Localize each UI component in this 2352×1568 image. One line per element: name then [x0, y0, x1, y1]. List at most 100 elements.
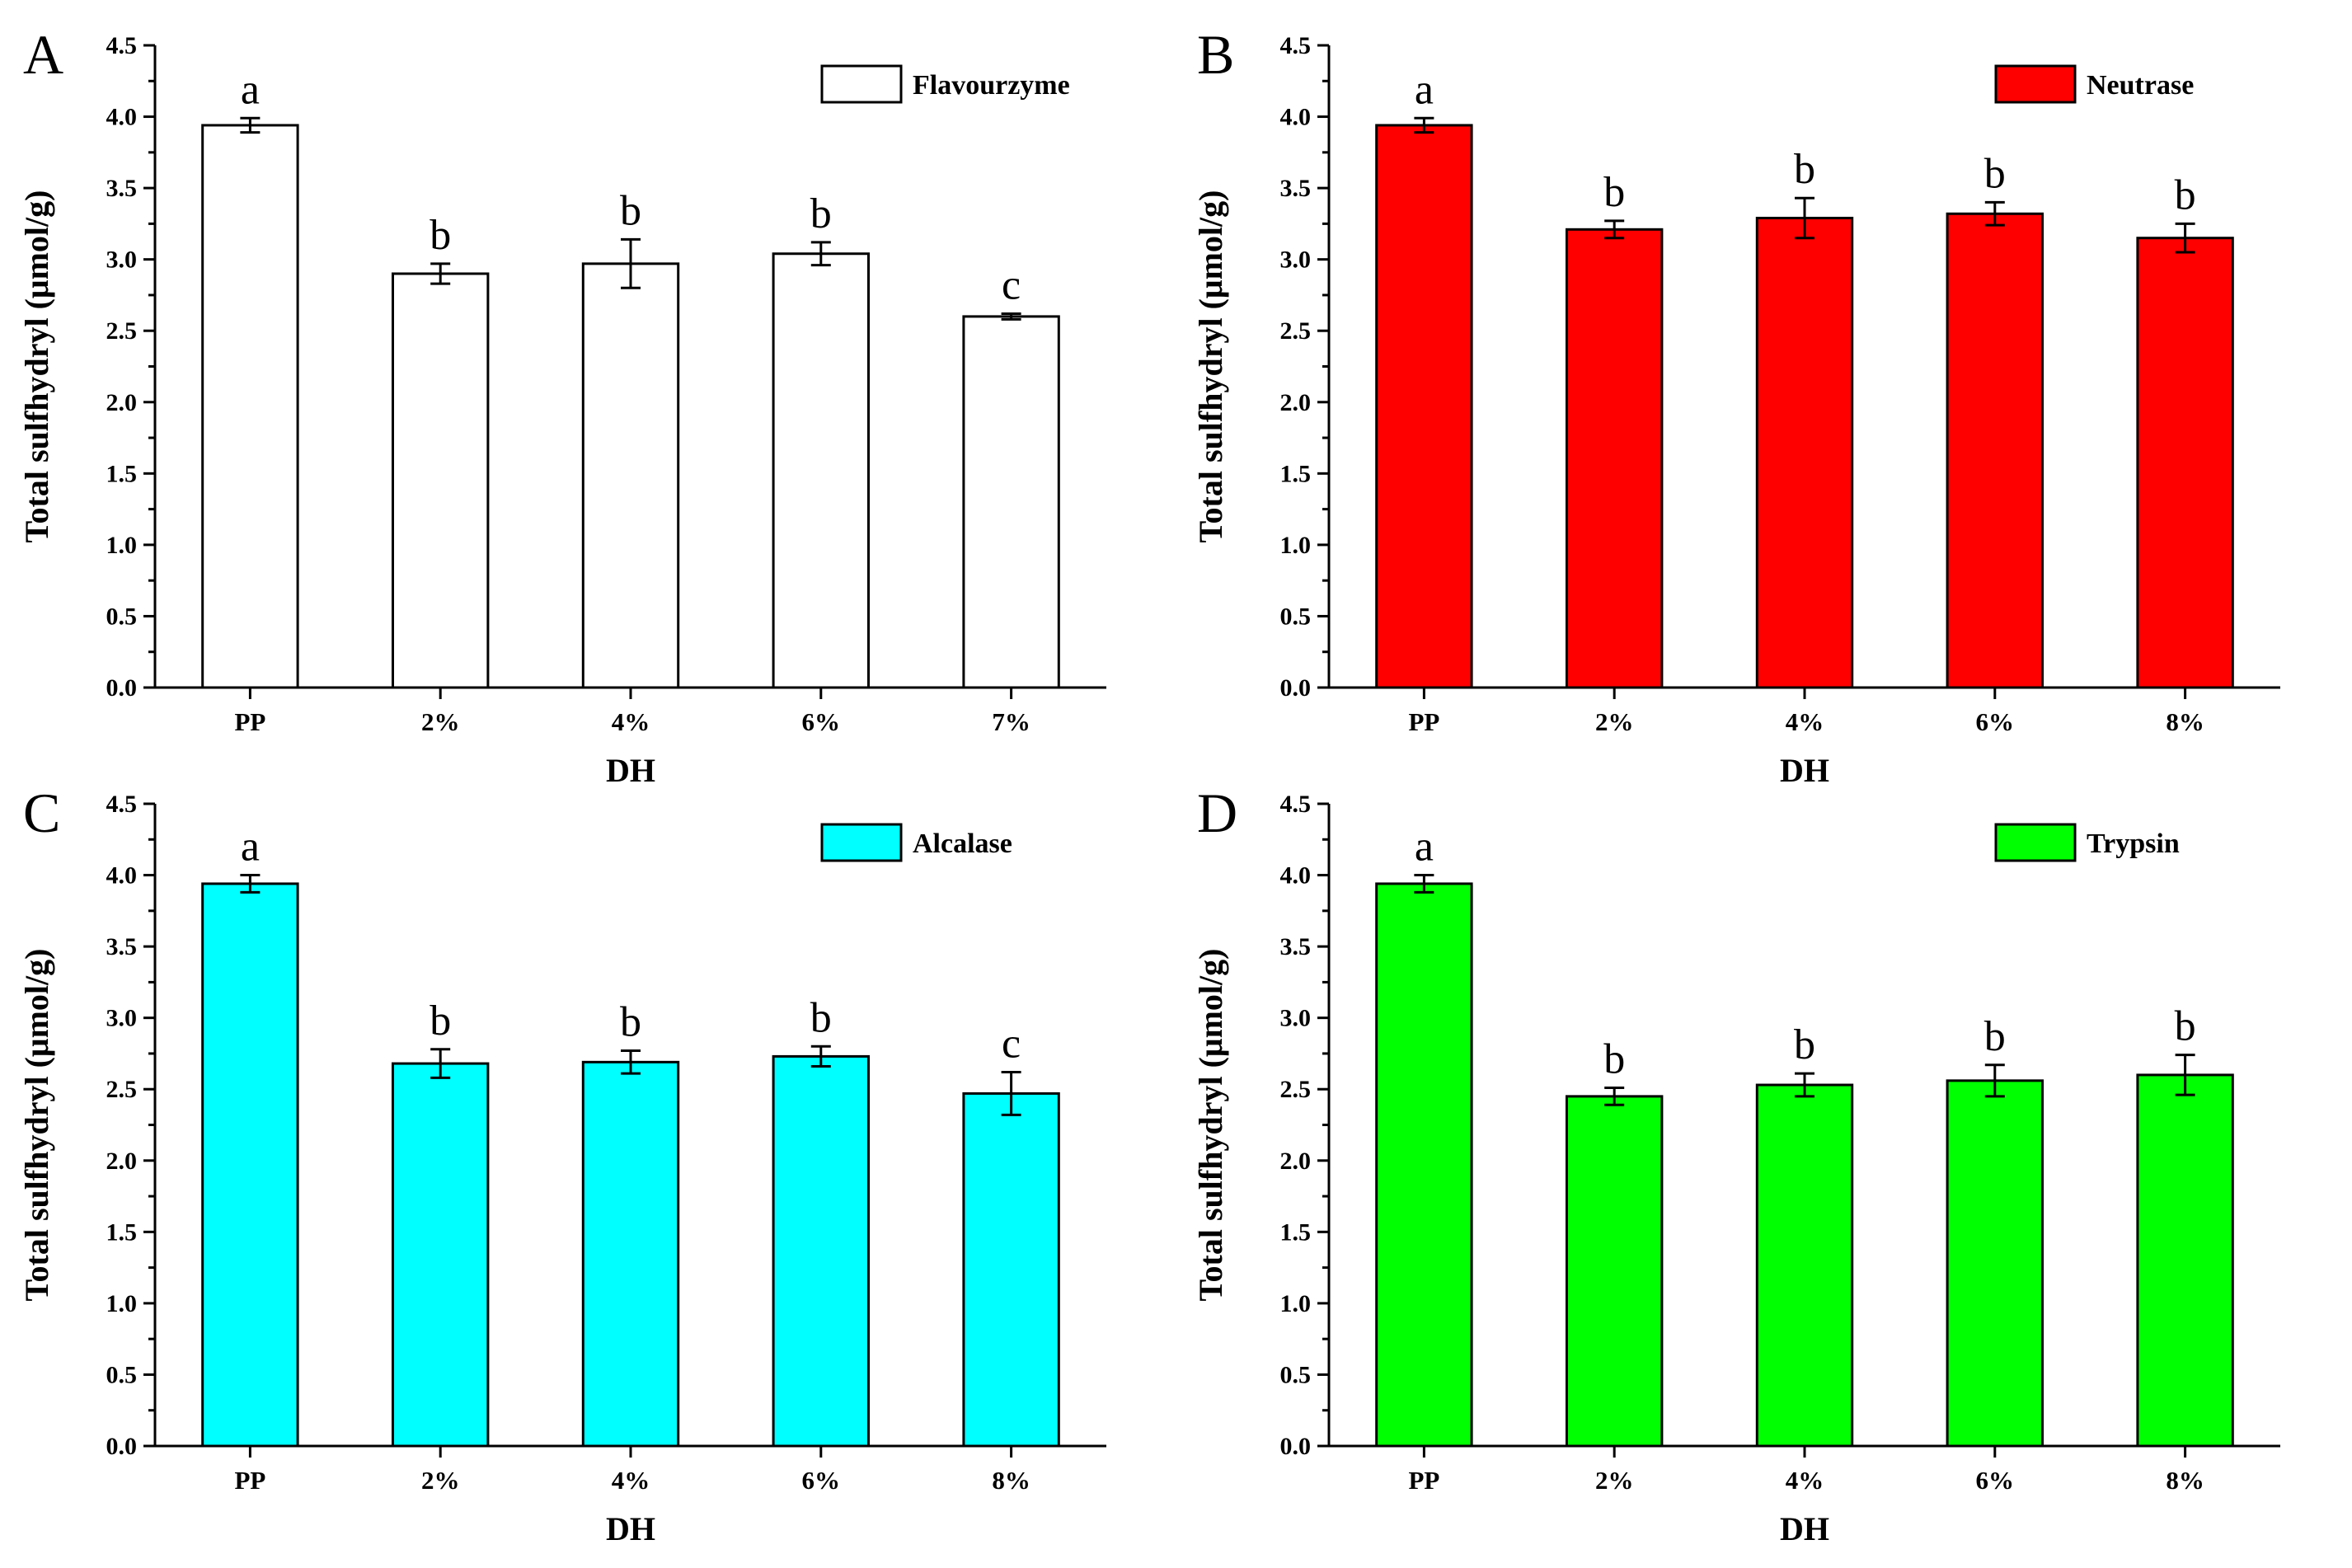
y-axis-title: Total sulfhydryl (μmol/g) — [1192, 949, 1229, 1302]
x-tick-label: 2% — [421, 707, 460, 736]
significance-label: b — [1603, 1035, 1625, 1082]
y-tick-label: 2.5 — [1280, 317, 1312, 345]
x-tick-label: 6% — [802, 707, 841, 736]
bar — [1375, 882, 1473, 1448]
x-tick-label: 8% — [2166, 1466, 2204, 1495]
x-axis-title: DH — [1780, 752, 1829, 789]
bar — [392, 272, 490, 689]
significance-label: b — [810, 190, 832, 237]
bar — [2136, 237, 2234, 689]
y-tick-label: 2.0 — [1280, 389, 1312, 416]
y-tick-label: 4.5 — [1280, 791, 1312, 818]
y-tick-label: 3.5 — [106, 175, 138, 202]
bar — [772, 252, 870, 689]
x-tick-label: 4% — [612, 1466, 650, 1495]
significance-label: b — [430, 212, 451, 259]
x-tick-label: PP — [234, 707, 265, 736]
y-axis-title: Total sulfhydryl (μmol/g) — [18, 190, 55, 543]
y-tick-label: 0.0 — [1280, 1433, 1312, 1460]
x-tick-label: 2% — [421, 1466, 460, 1495]
significance-label: a — [241, 66, 260, 113]
x-tick-label: PP — [1408, 1466, 1439, 1495]
significance-label: b — [1794, 1021, 1815, 1068]
bar — [392, 1062, 490, 1448]
legend-swatch — [820, 64, 903, 104]
legend-label: Trypsin — [2087, 829, 2180, 859]
y-tick-label: 4.5 — [106, 32, 138, 59]
y-tick-label: 1.5 — [106, 1218, 138, 1246]
y-tick-label: 4.0 — [106, 862, 138, 890]
significance-label: b — [430, 998, 451, 1045]
x-axis-title: DH — [606, 1510, 655, 1547]
bar — [1566, 1095, 1664, 1448]
significance-label: b — [2175, 171, 2196, 218]
significance-label: b — [620, 187, 641, 234]
x-tick-label: 4% — [1786, 1466, 1824, 1495]
legend-label: Neutrase — [2087, 70, 2194, 101]
y-tick-label: 0.5 — [1280, 603, 1312, 630]
y-tick-label: 3.5 — [106, 933, 138, 960]
bar — [581, 262, 680, 689]
y-tick-label: 3.5 — [1280, 175, 1312, 202]
y-tick-label: 2.5 — [106, 1076, 138, 1103]
bar — [962, 1091, 1060, 1448]
y-tick-label: 2.0 — [106, 389, 138, 416]
chart-panel-b: Ba b b b b 0.0 0.5 1.0 1.5 2.0 2.5 3.0 3.5 4.0 4.5 PP 2%… — [1192, 23, 2280, 789]
bar — [201, 124, 299, 689]
significance-label: b — [2175, 1003, 2196, 1050]
y-tick-label: 4.0 — [106, 104, 138, 131]
y-tick-label: 3.5 — [1280, 933, 1312, 960]
y-tick-label: 1.0 — [106, 532, 138, 559]
x-axis-title: DH — [606, 752, 655, 789]
y-tick-label: 2.0 — [106, 1148, 138, 1175]
bar — [1946, 1079, 2045, 1448]
y-axis-title: Total sulfhydryl (μmol/g) — [18, 949, 55, 1302]
panel-letter: B — [1197, 23, 1234, 86]
panel-letter: D — [1197, 782, 1237, 844]
significance-label: b — [810, 994, 832, 1041]
x-tick-label: 6% — [802, 1466, 841, 1495]
y-tick-label: 2.0 — [1280, 1148, 1312, 1175]
significance-label: b — [1794, 146, 1815, 193]
significance-label: c — [1002, 261, 1021, 308]
y-tick-label: 2.5 — [106, 317, 138, 345]
y-axis-title: Total sulfhydryl (μmol/g) — [1192, 190, 1229, 543]
significance-label: a — [1415, 824, 1434, 871]
x-tick-label: 4% — [612, 707, 650, 736]
bar — [1946, 212, 2045, 689]
legend-label: Alcalase — [913, 829, 1012, 859]
y-tick-label: 1.0 — [1280, 1290, 1312, 1317]
y-tick-label: 4.0 — [1280, 104, 1312, 131]
bar — [1755, 216, 1854, 689]
x-tick-label: PP — [234, 1466, 265, 1495]
x-tick-label: 4% — [1786, 707, 1824, 736]
significance-label: b — [620, 998, 641, 1045]
significance-label: b — [1984, 1013, 2006, 1060]
chart-panel-a: Aa b b b c 0.0 0.5 1.0 1.5 2.0 2.5 3.0 3.5 4.0 4.5 PP 2%… — [18, 23, 1106, 789]
chart-panel-c: Ca b b b c 0.0 0.5 1.0 1.5 2.0 2.5 3.0 3.5 4.0 4.5 PP 2%… — [18, 782, 1106, 1547]
significance-label: c — [1002, 1020, 1021, 1067]
significance-label: a — [241, 824, 260, 871]
legend-label: Flavourzyme — [913, 70, 1070, 101]
bar — [201, 882, 299, 1448]
y-tick-label: 4.5 — [106, 791, 138, 818]
y-tick-label: 3.0 — [1280, 246, 1312, 274]
x-tick-label: 8% — [992, 1466, 1030, 1495]
y-tick-label: 2.5 — [1280, 1076, 1312, 1103]
panel-letter: C — [23, 782, 60, 844]
bar — [1566, 228, 1664, 689]
y-tick-label: 0.5 — [106, 1361, 138, 1388]
bar — [962, 315, 1060, 689]
y-tick-label: 1.5 — [1280, 1218, 1312, 1246]
significance-label: b — [1984, 150, 2006, 197]
chart-panel-d: Da b b b b 0.0 0.5 1.0 1.5 2.0 2.5 3.0 3.5 4.0 4.5 PP 2%… — [1192, 782, 2280, 1547]
x-tick-label: 6% — [1976, 1466, 2015, 1495]
x-tick-label: 7% — [992, 707, 1030, 736]
y-tick-label: 0.0 — [106, 674, 138, 702]
y-tick-label: 0.0 — [106, 1433, 138, 1460]
y-tick-label: 0.5 — [1280, 1361, 1312, 1388]
y-tick-label: 0.0 — [1280, 674, 1312, 702]
bar — [2136, 1073, 2234, 1448]
x-tick-label: 6% — [1976, 707, 2015, 736]
y-tick-label: 1.0 — [106, 1290, 138, 1317]
